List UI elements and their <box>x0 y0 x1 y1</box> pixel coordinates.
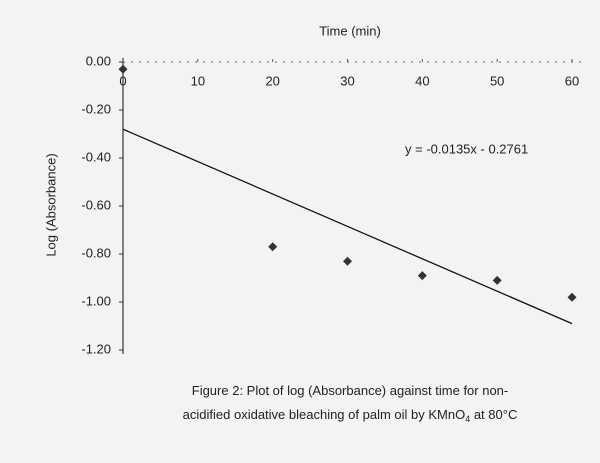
x-tick-label: 60 <box>565 73 579 88</box>
x-tick-label: 20 <box>265 73 279 88</box>
x-axis-title: Time (min) <box>319 23 381 38</box>
y-tick-label: -0.40 <box>81 149 111 164</box>
data-point <box>118 64 128 74</box>
x-tick-label: 50 <box>490 73 504 88</box>
y-tick-label: -0.20 <box>81 101 111 116</box>
y-axis-title: Log (Absorbance) <box>43 153 58 256</box>
data-point <box>567 292 577 302</box>
data-point <box>417 271 427 281</box>
y-tick-label: -0.80 <box>81 245 111 260</box>
x-tick-label: 40 <box>415 73 429 88</box>
y-tick-label: -1.00 <box>81 293 111 308</box>
y-tick-label: -1.20 <box>81 341 111 356</box>
data-point <box>343 256 353 266</box>
y-tick-label: 0.00 <box>86 53 111 68</box>
caption-line: at 80°C <box>470 407 517 422</box>
caption-line: Figure 2: Plot of log (Absorbance) again… <box>192 383 509 398</box>
x-tick-label: 10 <box>191 73 205 88</box>
trendline <box>122 128 573 325</box>
y-tick-label: -0.60 <box>81 197 111 212</box>
data-point <box>268 242 278 252</box>
caption-subscript: 4 <box>465 414 470 424</box>
data-point <box>492 275 502 285</box>
x-tick-label: 0 <box>119 73 126 88</box>
caption: Figure 2: Plot of log (Absorbance) again… <box>192 383 509 398</box>
x-tick-label: 30 <box>340 73 354 88</box>
trendline-equation: y = -0.0135x - 0.2761 <box>405 141 528 156</box>
caption: acidified oxidative bleaching of palm oi… <box>183 407 518 424</box>
caption-line: acidified oxidative bleaching of palm oi… <box>183 407 466 422</box>
